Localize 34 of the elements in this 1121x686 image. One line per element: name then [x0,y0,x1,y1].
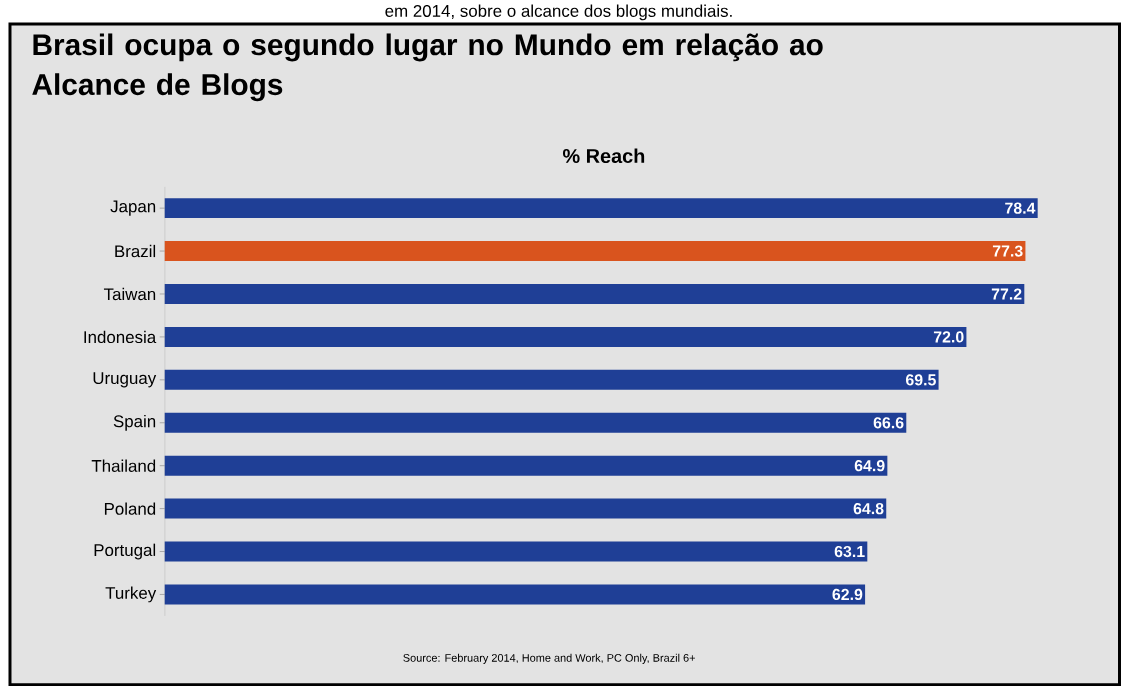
bar [164,369,939,390]
y-tick-label: Japan [110,200,156,216]
source-note: Source: February 2014, Home and Work, PC Only, Brazil 6+ [403,653,695,664]
data-label: 66.6 [873,417,904,429]
y-tick-label: Indonesia [84,330,157,343]
y-tick-label: Spain [113,414,156,431]
data-label: 78.4 [1005,202,1036,214]
bar [164,412,907,433]
data-label: 64.8 [853,502,884,515]
y-tick-label: Turkey [105,586,157,603]
y-tick-label: Uruguay [93,372,157,388]
bar [164,455,888,476]
bar [164,283,1025,304]
data-label: 72.0 [933,331,964,343]
bar [164,541,868,562]
bar [164,584,866,605]
y-tick-label: Poland [104,502,156,515]
y-tick-label: Portugal [94,543,156,560]
y-tick-label: Thailand [91,459,156,472]
y-tick-label: Brazil [115,244,156,258]
chart-subtitle: % Reach [562,148,645,163]
chart-title: Brasil ocupa o segundo lugar no Mundo em relação ao Alcance de Blogs [32,33,823,102]
bar [164,240,1026,261]
data-label: 69.5 [905,374,936,386]
data-label: 77.2 [991,288,1022,300]
y-tick-label: Taiwan [103,287,156,301]
text: em 2014, sobre o alcance dos blogs mundiais. [385,4,732,21]
bar [164,198,1038,218]
data-label: 62.9 [832,588,863,600]
data-label: 63.1 [834,545,865,558]
bar [164,498,887,519]
data-label: 64.9 [854,459,885,472]
data-label: 77.3 [992,245,1023,257]
bar [164,326,967,347]
